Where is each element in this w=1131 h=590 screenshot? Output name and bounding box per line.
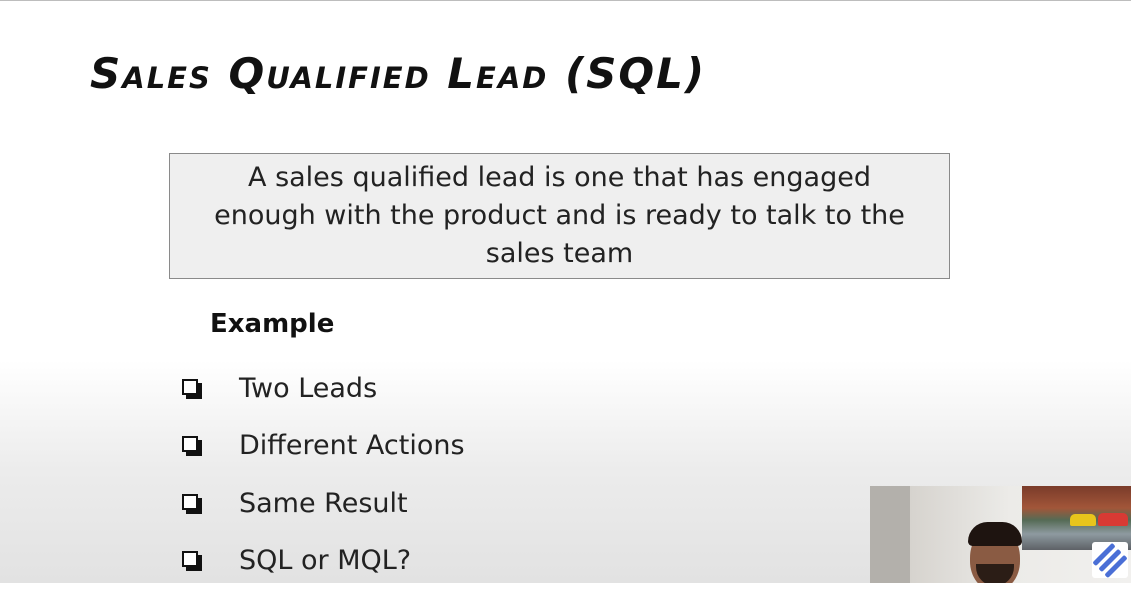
definition-text: A sales qualified lead is one that has e… [200, 159, 919, 273]
presenter-hair [968, 522, 1022, 546]
list-item-label: Different Actions [239, 428, 465, 464]
presenter-webcam [870, 486, 1131, 583]
presenter-beard [976, 564, 1014, 583]
checkbox-outline-icon [182, 379, 202, 399]
webcam-wall [870, 486, 910, 583]
example-list: Two Leads Different Actions Same Result … [182, 360, 465, 590]
list-item: SQL or MQL? [182, 533, 465, 590]
wall-picture [1022, 486, 1131, 550]
picture-car [1098, 513, 1128, 526]
definition-box: A sales qualified lead is one that has e… [169, 153, 950, 279]
list-item-label: Same Result [239, 486, 408, 522]
slide-title: Sales Qualified Lead (SQL) [90, 44, 706, 104]
checkbox-outline-icon [182, 551, 202, 571]
list-item: Two Leads [182, 360, 465, 418]
list-item-label: Two Leads [239, 371, 377, 407]
example-heading: Example [210, 306, 334, 342]
picture-car [1070, 514, 1096, 526]
checkbox-outline-icon [182, 436, 202, 456]
list-item-label: SQL or MQL? [239, 543, 411, 579]
top-divider [0, 0, 1131, 1]
list-item: Different Actions [182, 418, 465, 476]
presenter-logo-icon [1092, 542, 1128, 578]
list-item: Same Result [182, 475, 465, 533]
checkbox-outline-icon [182, 494, 202, 514]
